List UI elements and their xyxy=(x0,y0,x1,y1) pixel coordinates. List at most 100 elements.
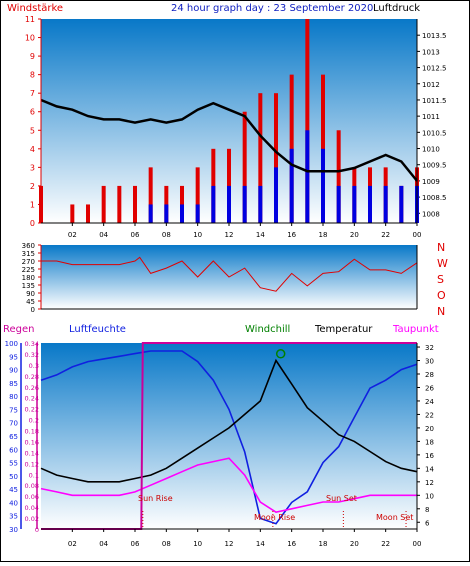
y-tick-label-temp: 8 xyxy=(425,506,429,514)
dir-label-o: O xyxy=(437,289,446,302)
y-tick-label-rain: 0.24 xyxy=(25,395,39,403)
moon-rise-label: Moon Rise xyxy=(254,513,295,522)
y-tick-label-rain: 0.16 xyxy=(25,438,39,446)
x-tick-label: 00 xyxy=(413,231,422,239)
y-tick-label-left: 1 xyxy=(30,200,35,209)
avg-wind-bar xyxy=(164,204,169,223)
y-tick-label-humidity: 70 xyxy=(9,420,18,428)
avg-wind-bar xyxy=(227,185,231,223)
y-tick-label-right: 1013 xyxy=(422,48,440,56)
y-tick-label-temp: 30 xyxy=(425,358,434,366)
y-tick-label-direction: 135 xyxy=(22,282,35,290)
x-tick-label: 16 xyxy=(287,540,296,548)
y-tick-label-direction: 90 xyxy=(26,290,35,298)
x-tick-label: 14 xyxy=(256,540,265,548)
dir-label-w: W xyxy=(437,257,448,270)
x-tick-label: 04 xyxy=(99,540,108,548)
y-tick-label-humidity: 90 xyxy=(9,367,18,375)
y-tick-label-rain: 0.28 xyxy=(25,373,39,381)
y-tick-label-left: 5 xyxy=(30,126,35,135)
avg-wind-bar xyxy=(399,185,404,223)
dewpoint-line xyxy=(40,457,417,514)
y-tick-label-right: 1009 xyxy=(422,178,440,186)
x-tick-label: 02 xyxy=(68,540,77,548)
y-tick-label-humidity: 65 xyxy=(9,433,18,441)
y-tick-label-temp: 14 xyxy=(425,465,434,473)
avg-wind-bar xyxy=(258,185,263,223)
gust-bar xyxy=(258,93,263,223)
x-tick-label: 04 xyxy=(99,231,108,239)
sun-rise-label: Sun Rise xyxy=(138,494,173,503)
y-tick-label-right: 1009.5 xyxy=(422,162,447,170)
y-tick-label-left: 0 xyxy=(30,219,35,228)
moon-set-label: Moon Set xyxy=(376,513,413,522)
x-tick-label: 22 xyxy=(381,231,390,239)
avg-wind-bar xyxy=(211,185,216,223)
y-tick-label-direction: 360 xyxy=(22,242,35,250)
x-tick-label: 00 xyxy=(413,540,422,548)
y-tick-label-temp: 32 xyxy=(425,344,434,352)
x-tick-label: 08 xyxy=(162,540,171,548)
y-tick-label-rain: 0.22 xyxy=(25,406,39,414)
taupunkt-label: Taupunkt xyxy=(392,324,439,335)
y-tick-label-right: 1013.5 xyxy=(422,32,447,40)
avg-wind-bar xyxy=(352,185,357,223)
y-tick-label-humidity: 40 xyxy=(9,499,18,507)
y-tick-label-left: 9 xyxy=(30,52,35,61)
windstaerke-label: Windstärke xyxy=(7,3,63,14)
wind-direction-line xyxy=(41,256,418,292)
avg-wind-bar xyxy=(195,204,200,223)
y-tick-label-humidity: 30 xyxy=(9,526,18,534)
dir-label-s: S xyxy=(437,273,444,286)
y-tick-label-rain: 0.1 xyxy=(29,471,39,479)
y-tick-label-left: 3 xyxy=(30,163,35,172)
y-tick-label-temp: 26 xyxy=(425,384,434,392)
avg-wind-bar xyxy=(305,130,310,223)
y-tick-label-rain: 0.06 xyxy=(25,493,39,501)
x-tick-label: 02 xyxy=(68,231,77,239)
y-tick-label-left: 7 xyxy=(30,89,35,98)
gust-bar xyxy=(117,185,122,223)
avg-wind-bar xyxy=(321,148,325,223)
x-tick-label: 14 xyxy=(256,231,265,239)
x-tick-label: 20 xyxy=(350,231,359,239)
x-tick-label: 18 xyxy=(319,540,328,548)
y-tick-label-humidity: 55 xyxy=(9,460,18,468)
dir-label-n-bottom: N xyxy=(437,305,445,318)
y-tick-label-right: 1011 xyxy=(422,113,440,121)
y-tick-label-right: 1010.5 xyxy=(422,129,447,137)
y-tick-label-rain: 0.14 xyxy=(25,449,39,457)
y-tick-label-rain: 0.3 xyxy=(29,362,39,370)
windchill-marker xyxy=(275,349,286,359)
x-tick-label: 12 xyxy=(225,540,234,548)
humidity-line xyxy=(40,350,418,525)
y-tick-label-right: 1008 xyxy=(422,210,440,218)
y-tick-label-rain: 0.04 xyxy=(25,504,39,512)
y-tick-label-left: 10 xyxy=(25,34,35,43)
y-tick-label-direction: 45 xyxy=(26,298,35,306)
y-tick-label-left: 6 xyxy=(30,108,35,117)
avg-wind-bar xyxy=(242,185,247,223)
regen-label: Regen xyxy=(3,324,35,335)
x-tick-label: 22 xyxy=(381,540,390,548)
sun-set-label: Sun Set xyxy=(326,494,357,503)
pressure-line xyxy=(40,98,418,182)
dir-label-n-top: N xyxy=(437,241,445,254)
y-tick-label-humidity: 45 xyxy=(9,486,18,494)
y-tick-label-temp: 20 xyxy=(425,425,434,433)
gust-bar xyxy=(101,185,106,223)
y-tick-label-rain: 0 xyxy=(35,526,39,534)
y-tick-label-right: 1012 xyxy=(422,81,440,89)
y-tick-label-direction: 270 xyxy=(22,258,35,266)
gust-bar xyxy=(336,130,341,223)
gust-bar xyxy=(195,167,200,223)
y-tick-label-temp: 6 xyxy=(425,519,430,527)
gust-bar xyxy=(133,185,137,223)
avg-wind-bar xyxy=(383,185,388,223)
x-tick-label: 06 xyxy=(131,231,140,239)
y-tick-label-right: 1011.5 xyxy=(422,97,447,105)
y-tick-label-temp: 10 xyxy=(425,492,434,500)
y-tick-label-humidity: 95 xyxy=(9,353,18,361)
